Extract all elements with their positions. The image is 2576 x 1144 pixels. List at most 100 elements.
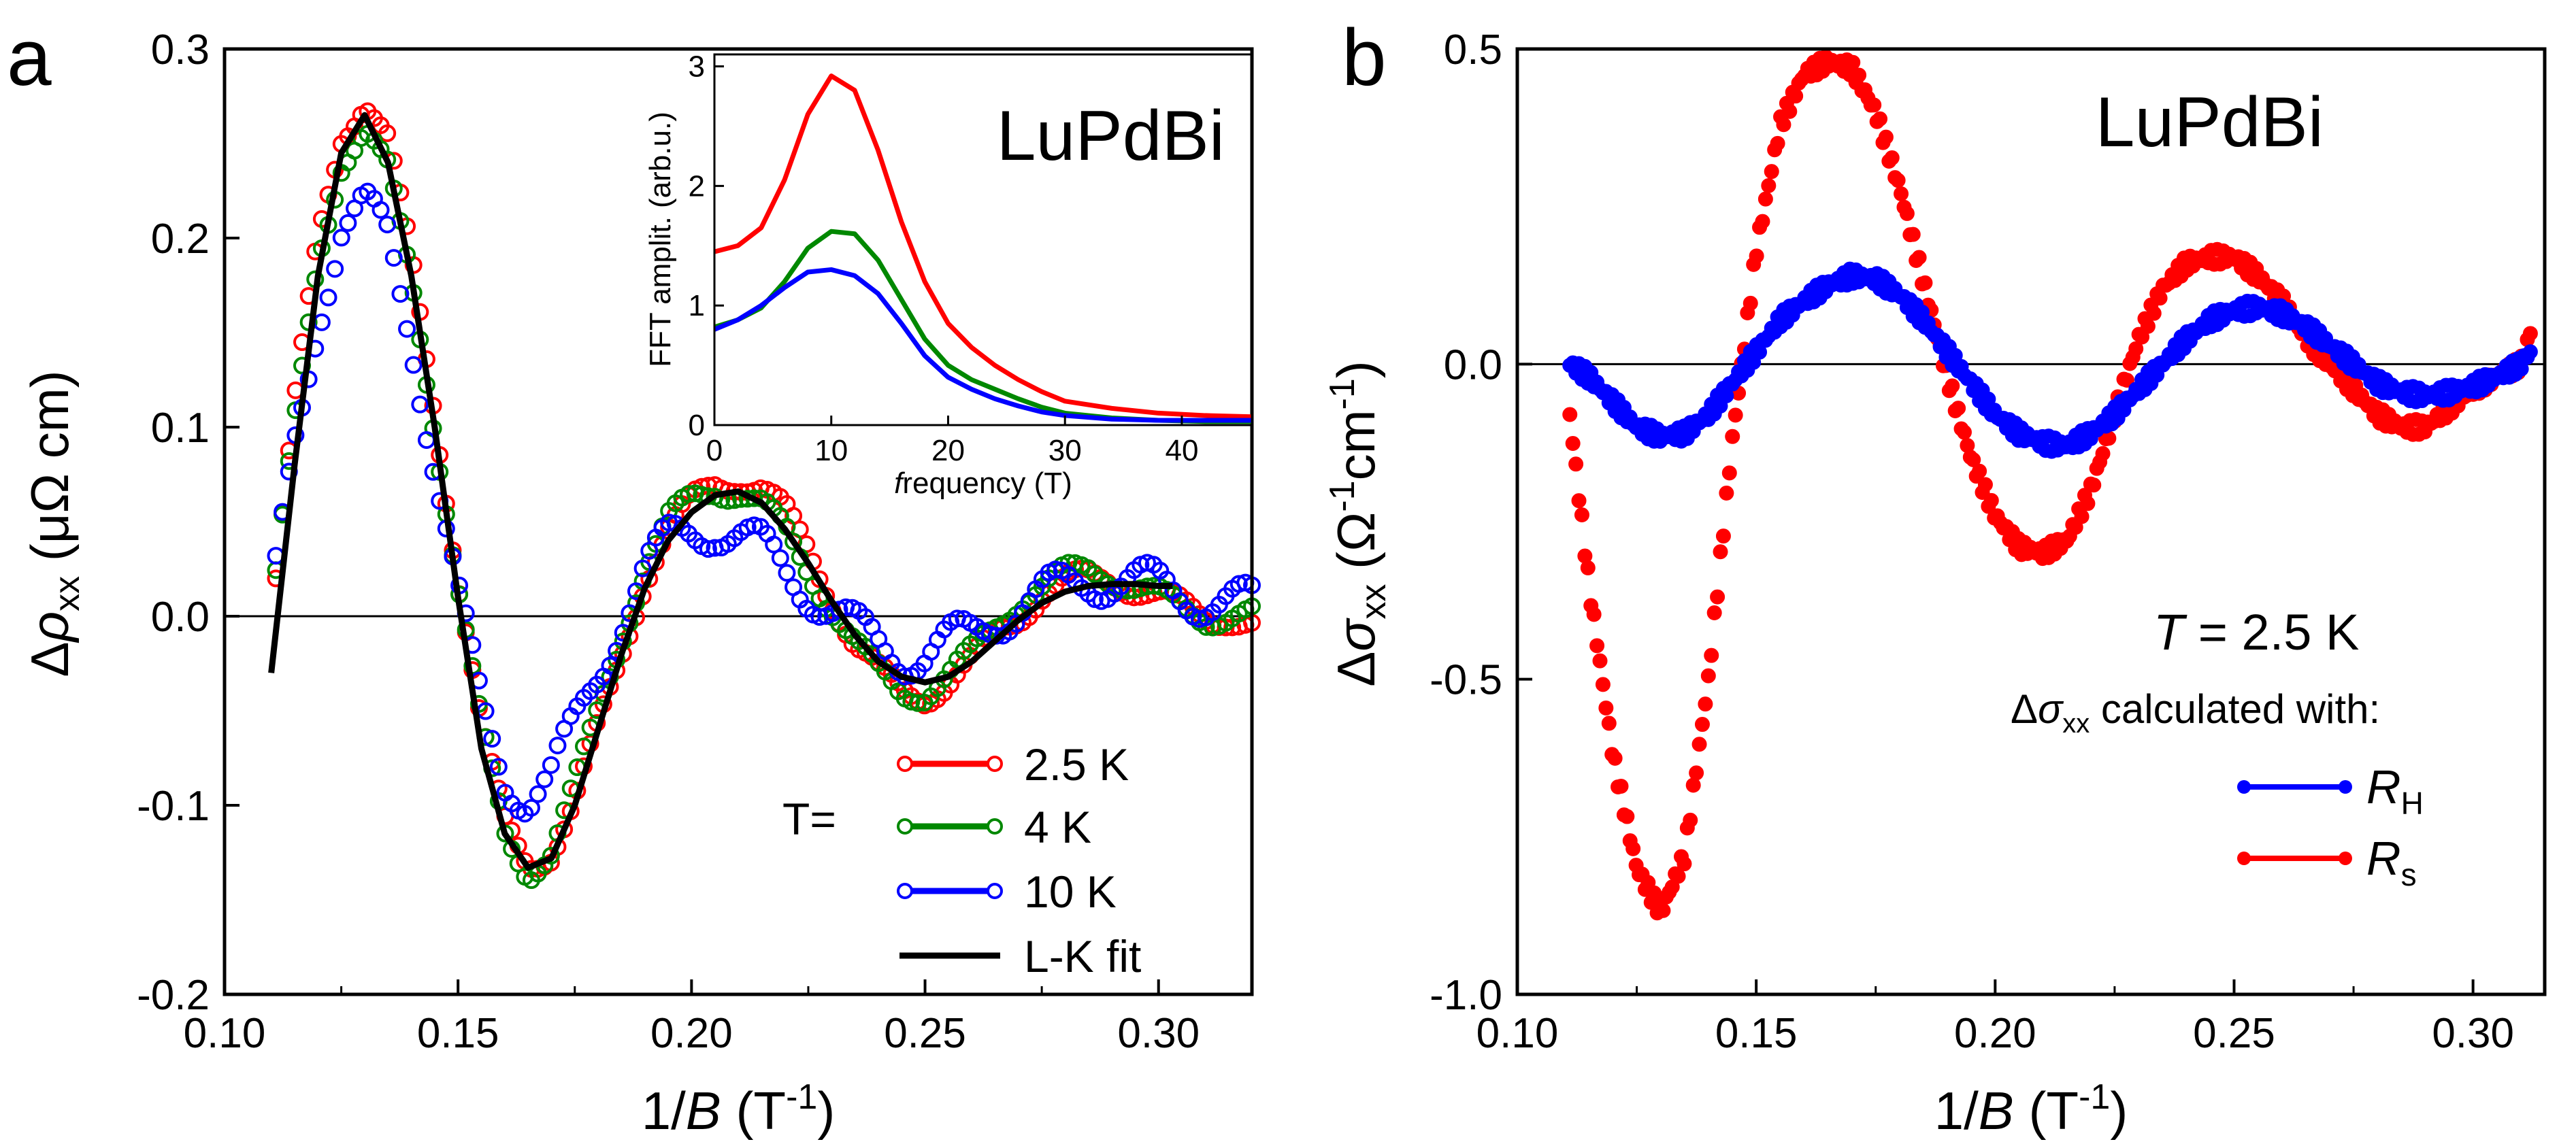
- panel-a-point-10-k: [384, 249, 403, 267]
- panel-a-series: [267, 102, 1261, 890]
- panel-a-legend-label-l-k-fit: L-K fit: [1024, 931, 1141, 981]
- panel-b-point-rs: [1595, 677, 1611, 692]
- panel-a-point-10-k: [633, 559, 652, 577]
- panel-b-point-rs: [1782, 103, 1798, 119]
- panel-a-ylabel-delta: Δ: [20, 642, 80, 677]
- panel-b-point-rs: [2128, 341, 2144, 356]
- panel-b-point-rs: [2086, 477, 2102, 493]
- panel-b-point-rs: [1710, 589, 1725, 605]
- inset-ytick-label: 1: [689, 289, 705, 322]
- inset-ylabel: FFT amplit. (arb.u.): [644, 112, 677, 367]
- panel-a-point-10-k: [745, 516, 763, 535]
- panel-a-point-10-k: [326, 260, 344, 278]
- panel-b-point-rs: [2101, 431, 2117, 446]
- panel-b-ylabel-delta: Δ: [1326, 652, 1386, 687]
- panel-b-point-rs: [1698, 696, 1713, 712]
- panel-b-ytick-label: 0.0: [1444, 341, 1502, 388]
- panel-a-ylabel: Δρxx (μΩ cm): [20, 370, 87, 677]
- panel-a-xtick-label: 0.30: [1117, 1010, 1200, 1057]
- panel-b-point-rs: [1598, 700, 1614, 716]
- panel-b-point-rs: [1755, 214, 1770, 229]
- panel-a-xtick-label: 0.20: [650, 1010, 733, 1057]
- panel-a-point-10-k: [371, 201, 390, 219]
- panel-a-xtick-label: 0.25: [884, 1010, 966, 1057]
- panel-a-inset: 0 10 20 30 40 0 1 2 3 frequency (T) FFT amplit. …: [644, 50, 1253, 500]
- inset-xlabel: frequency (T): [894, 467, 1072, 500]
- panel-b-point-rs: [1619, 809, 1635, 824]
- panel-a-point-10-k: [699, 540, 717, 558]
- panel-b-legend-marker-rh: [2339, 780, 2352, 794]
- panel-b-point-rs: [1749, 248, 1764, 264]
- panel-a-legend-marker-2-5-k: [987, 756, 1003, 772]
- panel-b-point-rs: [1788, 88, 1804, 104]
- inset-ytick-label: 3: [689, 50, 705, 84]
- panel-a-legend-label-10-k: 10 K: [1024, 867, 1117, 917]
- panel-b-point-rs: [1764, 164, 1779, 180]
- panel-a-point-10-k: [319, 288, 337, 307]
- panel-b-point-rs: [1956, 424, 1972, 440]
- panel-a-legend-title: T=: [782, 794, 836, 844]
- panel-a-ylabel-rho: ρ: [20, 611, 80, 643]
- panel-b-ylabel-unit: (Ω-1cm-1): [1323, 360, 1386, 584]
- panel-b-legend: RH Rs: [2237, 760, 2424, 892]
- panel-a-point-10-k: [398, 320, 416, 338]
- panel-a-ytick-label: 0.1: [151, 405, 210, 452]
- panel-b-legend-label-rh: RH: [2366, 760, 2424, 821]
- panel-a-point-4-k: [542, 847, 560, 865]
- panel-a-point-10-k: [411, 395, 429, 414]
- inset-xtick-label: 20: [931, 434, 965, 467]
- panel-a-xlabel: 1/B (T-1): [642, 1077, 836, 1141]
- panel-b-point-rs: [1725, 428, 1740, 444]
- panel-b-point-rs: [1700, 668, 1716, 684]
- panel-a-point-10-k: [378, 216, 397, 234]
- panel-a-ticks: 0.10 0.15 0.20 0.25 0.30 -0.2 -0.1 0.0 0.1 0.2 0.3: [137, 27, 1200, 1057]
- panel-b-point-rs: [1757, 191, 1773, 207]
- panel-b-point-rs: [1694, 717, 1710, 733]
- panel-b-temperature-annotation: T = 2.5 K: [2153, 604, 2359, 660]
- panel-a-legend-marker-4-k: [897, 818, 913, 835]
- panel-a-legend-marker-2-5-k: [897, 756, 913, 772]
- panel-a-letter: a: [7, 13, 52, 103]
- panel-b-point-rs: [1704, 647, 1719, 663]
- panel-b-ytick-label: 0.5: [1444, 27, 1502, 73]
- panel-b-point-rs: [2080, 496, 2096, 511]
- panel-b-xtick-label: 0.20: [1954, 1010, 2036, 1057]
- panel-b-point-rs: [1589, 638, 1605, 654]
- panel-b-point-rs: [1715, 528, 1731, 544]
- panel-a-point-10-k: [489, 758, 508, 776]
- panel-a-xtick-label: 0.10: [184, 1010, 266, 1057]
- panel-a-point-10-k: [483, 730, 501, 748]
- panel-b-point-rs: [1565, 436, 1581, 452]
- svg-text:Δρxx (μΩ cm): Δρxx (μΩ cm): [20, 370, 87, 677]
- panel-b-point-rs: [1625, 841, 1641, 856]
- panel-a-fit-line: [268, 112, 1173, 871]
- inset-ytick-label: 2: [689, 169, 705, 203]
- panel-b-point-rs: [1613, 778, 1629, 794]
- panel-a-ylabel-unit: (μΩ cm): [20, 370, 80, 576]
- panel-a-point-10-k: [529, 785, 547, 803]
- panel-b-ylabel: Δσxx (Ω-1cm-1): [1323, 360, 1393, 687]
- panel-b-point-rs: [2095, 445, 2111, 461]
- panel-b-point-rs: [2152, 290, 2168, 306]
- panel-b-point-rs: [1683, 812, 1698, 828]
- panel-a-sample-label: LuPdBi: [997, 97, 1225, 175]
- panel-a-legend-marker-10-k: [897, 883, 913, 899]
- panel-a-point-10-k: [417, 431, 435, 449]
- panel-b-point-rh: [2522, 344, 2538, 360]
- panel-b-point-rs: [1574, 507, 1589, 523]
- panel-a-point-10-k: [404, 356, 423, 374]
- panel-b-point-rs: [1845, 54, 1861, 70]
- panel-b-point-rs: [1743, 295, 1758, 311]
- panel-b-point-rs: [1586, 607, 1602, 622]
- panel-a-plot-frame: [222, 47, 1254, 996]
- panel-b-point-rs: [1706, 605, 1722, 620]
- panel-b-point-rs: [1890, 173, 1906, 188]
- panel-b-point-rs: [1568, 456, 1584, 472]
- panel-b-point-rs: [2522, 326, 2538, 341]
- panel-b-point-rs: [1571, 493, 1587, 509]
- inset-frame: [713, 53, 1253, 426]
- inset-xtick-label: 30: [1048, 434, 1082, 467]
- panel-b-point-rs: [1878, 129, 1894, 145]
- inset-ticks: 0 10 20 30 40 0 1 2 3: [689, 50, 1199, 467]
